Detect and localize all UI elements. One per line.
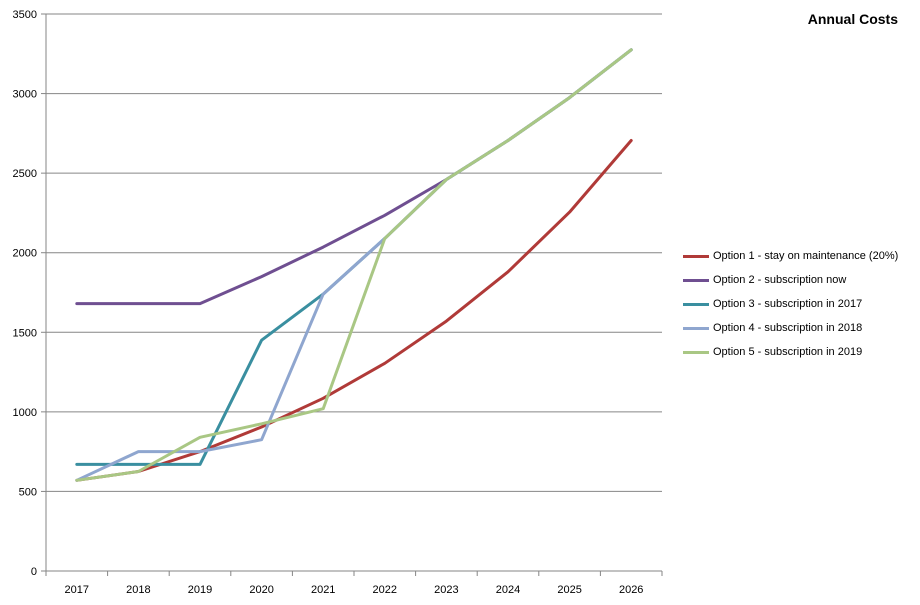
x-tick-label: 2017 — [65, 584, 89, 596]
y-tick-label: 2000 — [13, 248, 37, 260]
legend-item: Option 5 - subscription in 2019 — [683, 340, 898, 364]
legend-item: Option 3 - subscription in 2017 — [683, 292, 898, 316]
y-tick-label: 3500 — [13, 9, 37, 21]
legend-label: Option 2 - subscription now — [713, 274, 847, 286]
series-line-option-1 — [75, 139, 633, 482]
legend-swatch — [683, 326, 709, 330]
y-tick-label: 1000 — [13, 407, 37, 419]
y-tick-label: 3000 — [13, 89, 37, 101]
legend-item: Option 2 - subscription now — [683, 268, 898, 292]
x-tick-label: 2022 — [373, 584, 397, 596]
x-tick-label: 2024 — [496, 584, 520, 596]
chart-title: Annual Costs — [807, 11, 898, 27]
x-tick-label: 2019 — [188, 584, 212, 596]
legend-item: Option 4 - subscription in 2018 — [683, 316, 898, 340]
y-tick-label: 1500 — [13, 327, 37, 339]
legend-swatch — [683, 350, 709, 354]
y-tick-label: 2500 — [13, 168, 37, 180]
y-tick-label: 500 — [19, 486, 37, 498]
x-tick-label: 2020 — [249, 584, 273, 596]
x-tick-label: 2023 — [434, 584, 458, 596]
x-tick-label: 2025 — [557, 584, 581, 596]
legend-item: Option 1 - stay on maintenance (20%) — [683, 244, 898, 268]
y-tick-label: 0 — [31, 566, 37, 578]
legend-label: Option 4 - subscription in 2018 — [713, 322, 863, 334]
x-tick-label: 2026 — [619, 584, 643, 596]
legend: Option 1 - stay on maintenance (20%) Opti… — [683, 244, 898, 364]
x-tick-label: 2021 — [311, 584, 335, 596]
legend-swatch — [683, 302, 709, 306]
legend-label: Option 3 - subscription in 2017 — [713, 298, 863, 310]
legend-swatch — [683, 254, 709, 258]
legend-swatch — [683, 278, 709, 282]
x-tick-label: 2018 — [126, 584, 150, 596]
legend-label: Option 5 - subscription in 2019 — [713, 346, 863, 358]
series-line-option-5 — [75, 48, 633, 482]
legend-label: Option 1 - stay on maintenance (20%) — [713, 250, 899, 262]
